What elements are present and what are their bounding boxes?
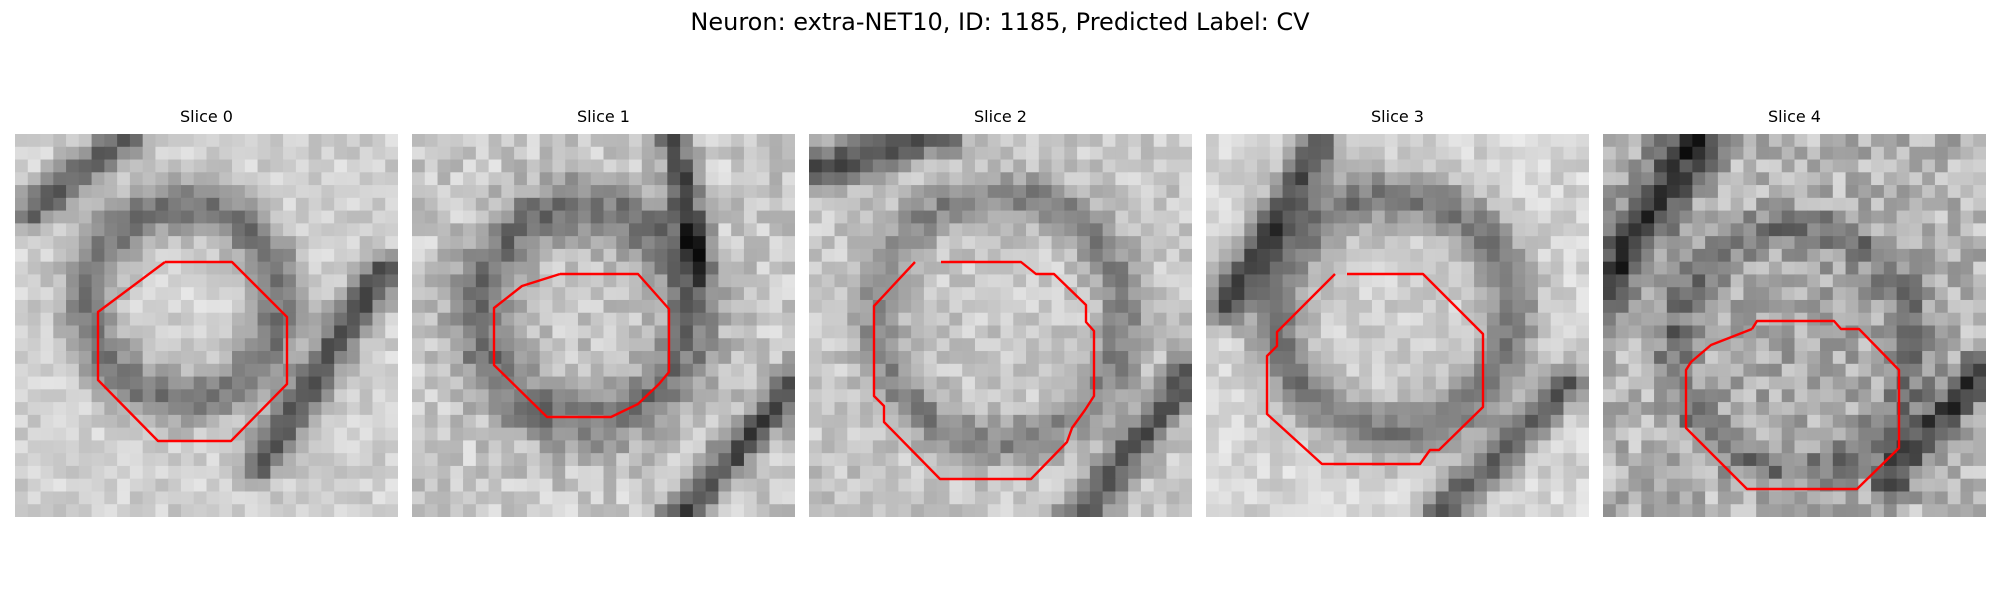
slice-title: Slice 1 [577,107,630,126]
slice-title: Slice 0 [180,107,233,126]
slice-image [809,134,1192,517]
figure-title: Neuron: extra-NET10, ID: 1185, Predicted… [690,8,1310,36]
slice-panel-1: Slice 1 [412,106,795,518]
segmentation-contour [1684,319,1901,491]
slice-title: Slice 3 [1371,107,1424,126]
segmentation-contour [872,260,1096,481]
slice-image [1603,134,1986,517]
slice-image [1206,134,1589,517]
slice-title: Slice 4 [1768,107,1821,126]
slice-image [412,134,795,517]
slice-title: Slice 2 [974,107,1027,126]
slice-panel-0: Slice 0 [15,106,398,518]
slice-image [15,134,398,517]
slice-panel-4: Slice 4 [1603,106,1986,518]
segmentation-contour [96,260,289,443]
slice-panel-3: Slice 3 [1206,106,1589,518]
slice-panel-2: Slice 2 [809,106,1192,518]
segmentation-contour [1265,272,1485,466]
segmentation-contour [492,272,671,419]
